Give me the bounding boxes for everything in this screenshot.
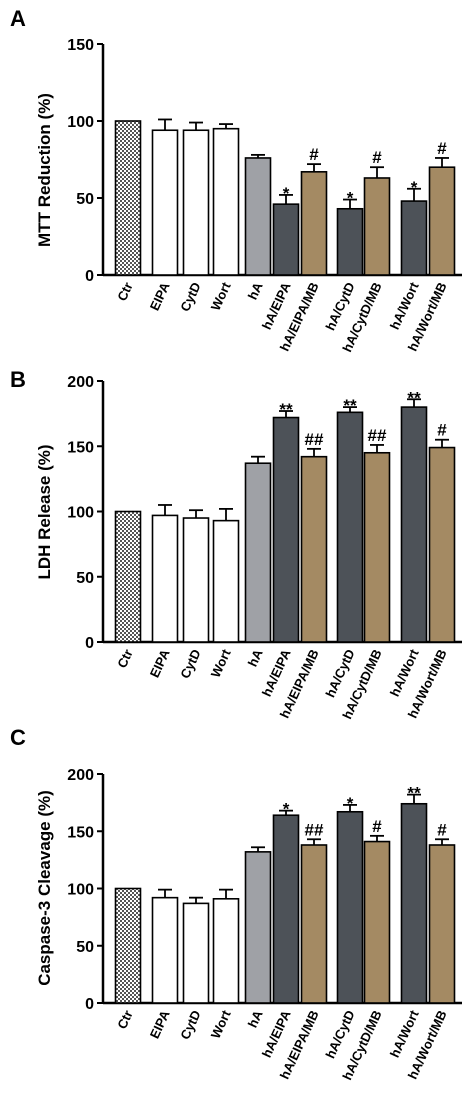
bar-eipa xyxy=(151,896,179,1004)
bar-ha-wort-mb xyxy=(428,166,456,276)
y-axis-label: Caspase-3 Cleavage (%) xyxy=(35,790,54,986)
significance-marker: * xyxy=(347,189,354,208)
significance-marker: # xyxy=(309,145,319,164)
bar-ha xyxy=(244,462,272,643)
significance-marker: * xyxy=(347,794,354,813)
x-tick-label: CytD xyxy=(177,647,203,681)
significance-marker: ** xyxy=(343,396,357,415)
bar-ha-cytd-mb xyxy=(363,177,391,276)
bar-ha-wort-mb xyxy=(428,844,456,1004)
bar-ha-cytd-mb xyxy=(363,840,391,1004)
bar-wort xyxy=(212,519,240,643)
x-tick-label: Ctr xyxy=(114,1008,136,1031)
bar-ha-wort xyxy=(400,802,428,1004)
panel-letter: A xyxy=(10,6,26,31)
significance-marker: ## xyxy=(368,426,387,445)
significance-marker: # xyxy=(372,148,382,167)
y-tick-label: 100 xyxy=(67,505,94,522)
x-tick-label: CytD xyxy=(177,1008,203,1042)
bar-ha-cytd xyxy=(336,810,364,1004)
significance-marker: ** xyxy=(407,388,421,407)
bar-ha-wort-mb xyxy=(428,446,456,643)
bar-ctr xyxy=(114,887,142,1004)
bar-ha-wort xyxy=(400,200,428,276)
y-tick-label: 0 xyxy=(85,635,94,652)
bar-ha-eipa-mb xyxy=(300,455,328,643)
bar-ha-eipa xyxy=(272,416,300,643)
y-tick-label: 0 xyxy=(85,996,94,1013)
significance-marker: * xyxy=(411,178,418,197)
bar-ha-cytd xyxy=(336,207,364,276)
bar-ha xyxy=(244,157,272,276)
panel-letter: C xyxy=(10,725,26,750)
x-tick-label: Wort xyxy=(208,279,234,313)
y-tick-label: 100 xyxy=(67,114,94,131)
y-axis-label: MTT Reduction (%) xyxy=(35,93,54,247)
bar-ha-eipa-mb xyxy=(300,171,328,276)
bar-ha-cytd xyxy=(336,411,364,643)
bar-eipa xyxy=(151,514,179,643)
bar-wort xyxy=(212,898,240,1004)
x-tick-label: Ctr xyxy=(114,280,136,303)
x-tick-label: Ctr xyxy=(114,647,136,670)
bar-ha-cytd-mb xyxy=(363,451,391,643)
x-tick-label: EIPA xyxy=(147,279,173,313)
y-tick-label: 50 xyxy=(76,191,94,208)
bar-ha-wort xyxy=(400,406,428,643)
x-tick-label: CytD xyxy=(177,280,203,314)
y-tick-label: 150 xyxy=(67,824,94,841)
chart-panel-b: B LDH Release (%) 0 50 100 150 200 Ctr EIPA CytD W… xyxy=(10,367,462,721)
chart-panel-c: C Caspase-3 Cleavage (%) 0 50 100 150 200 Ctr EI… xyxy=(10,725,462,1082)
significance-marker: * xyxy=(283,184,290,203)
x-tick-label: EIPA xyxy=(147,1007,173,1041)
y-tick-label: 150 xyxy=(67,439,94,456)
x-tick-label: EIPA xyxy=(147,646,173,680)
y-tick-label: 50 xyxy=(76,939,94,956)
bar-wort xyxy=(212,127,240,276)
bar-ctr xyxy=(114,510,142,643)
bar-cytd xyxy=(182,517,210,643)
x-tick-label: hA xyxy=(245,279,266,302)
significance-marker: # xyxy=(437,820,447,839)
significance-marker: ## xyxy=(305,430,324,449)
y-tick-label: 200 xyxy=(67,767,94,784)
significance-marker: * xyxy=(283,800,290,819)
x-tick-label: Wort xyxy=(208,1007,234,1041)
y-tick-label: 150 xyxy=(67,37,94,54)
significance-marker: # xyxy=(437,139,447,158)
x-tick-label: hA xyxy=(245,1007,266,1030)
bar-ha-eipa xyxy=(272,203,300,276)
significance-marker: # xyxy=(372,817,382,836)
significance-marker: ## xyxy=(305,820,324,839)
significance-marker: ** xyxy=(279,400,293,419)
y-tick-label: 100 xyxy=(67,882,94,899)
y-tick-label: 50 xyxy=(76,570,94,587)
bar-ha-eipa xyxy=(272,814,300,1004)
y-tick-label: 200 xyxy=(67,374,94,391)
bar-cytd xyxy=(182,129,210,276)
bar-ha xyxy=(244,851,272,1004)
y-tick-label: 0 xyxy=(85,268,94,285)
panel-letter: B xyxy=(10,367,26,392)
bar-ctr xyxy=(114,120,142,276)
bar-cytd xyxy=(182,902,210,1004)
y-axis-label: LDH Release (%) xyxy=(35,444,54,579)
bar-eipa xyxy=(151,129,179,276)
x-tick-label: Wort xyxy=(208,646,234,680)
bar-ha-eipa-mb xyxy=(300,844,328,1004)
significance-marker: # xyxy=(437,421,447,440)
chart-panel-a: A MTT Reduction (%) 0 50 100 150 Ctr EIPA CytD Wo… xyxy=(10,6,462,354)
x-tick-label: hA xyxy=(245,646,266,669)
significance-marker: ** xyxy=(407,784,421,803)
